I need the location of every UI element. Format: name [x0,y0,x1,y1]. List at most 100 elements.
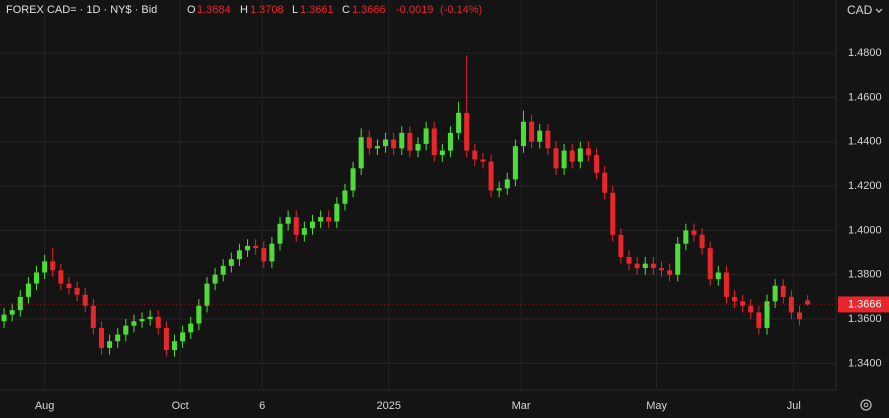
x-tick-label: Mar [512,400,531,412]
candle-body [261,248,267,262]
candle-body [269,243,275,262]
currency-label[interactable]: CAD [847,3,873,17]
candle-body [667,270,673,275]
candle-body [683,230,689,244]
currency-selector[interactable]: CAD [847,3,883,17]
candle-body [447,132,453,151]
candle-body [456,112,462,133]
candle-body [569,150,575,162]
last-price-tag [838,296,889,313]
candle-body [188,323,194,333]
settings-button[interactable] [860,399,872,411]
candle-body [431,128,437,156]
candle-body [715,272,721,280]
candle-body [577,148,583,162]
settings-icon-center[interactable] [863,402,869,408]
candle-body [131,321,137,326]
candle-body [155,316,161,328]
y-tick-label: 1.4800 [848,47,882,59]
candle-body [358,137,364,169]
ohlc-label: O [187,4,196,16]
open-value: 1.3684 [197,4,231,16]
candle-body [318,217,324,222]
candle-body [285,217,291,224]
candle-body [464,112,470,151]
candle-body [391,139,397,149]
candle-body [25,283,31,297]
candle-body [374,146,380,149]
candle-body [480,159,486,162]
candle-body [529,121,535,142]
candle-body [634,263,640,269]
settings-icon[interactable] [860,399,872,411]
candle-body [253,245,259,249]
candle-body [788,296,794,313]
candle-body [699,234,705,249]
high-value: 1.3708 [250,4,284,16]
candle-body [74,288,80,295]
candle-body [309,221,316,229]
candle-body [642,263,648,269]
y-tick-label: 1.4200 [848,180,882,192]
candle-body [90,305,96,328]
candle-body [196,305,202,324]
candle-body [163,327,169,351]
candle-body [707,248,713,280]
candle-body [675,243,681,275]
candle-body [407,132,413,151]
chart-title: FOREX CAD= · 1D · NY$ · Bid [6,4,157,16]
candle-body [740,301,746,306]
change-value: -0.0019 [396,4,433,16]
candle-body [423,128,429,144]
candle-body [220,265,226,275]
candle-body [520,121,527,147]
close-value: 1.3666 [352,4,386,16]
candle-body [504,179,510,189]
candle-body [691,230,697,235]
candle-body [561,150,567,169]
candle-body [545,130,551,149]
candle-body [658,268,665,271]
candle-body [180,332,186,342]
candle-body [594,155,600,173]
x-tick-label: May [646,400,667,412]
candle-body [212,274,218,284]
y-tick-label: 1.4000 [848,224,882,236]
y-tick-label: 1.4400 [848,136,882,148]
low-value: 1.3661 [300,4,334,16]
ohlc-label: C [342,4,350,16]
candles [1,55,811,357]
candle-body [772,285,778,302]
candle-body [780,285,786,297]
header: FOREX CAD= · 1D · NY$ · Bid O 1.3684 H 1… [6,4,482,16]
candle-body [1,314,7,322]
candle-body [50,261,56,271]
ohlc-label: H [240,4,248,16]
ohlc-label: L [292,4,298,16]
chevron-icon[interactable] [875,8,883,13]
y-tick-label: 1.3600 [848,313,882,325]
candle-body [236,250,242,260]
candle-body [123,325,129,335]
x-tick-label: 2025 [377,400,401,412]
y-tick-label: 1.3400 [848,357,882,369]
y-tick-label: 1.4600 [848,91,882,103]
last-price-label: 1.3666 [848,298,882,310]
candle-body [805,300,811,305]
candle-body [399,132,405,149]
candle-body [66,283,72,289]
candle-body [764,301,770,328]
candle-body [204,283,210,306]
candle-body [82,294,88,306]
x-tick-label: Oct [172,400,189,412]
candle-body [650,263,656,269]
candle-body [472,150,478,160]
candle-body [301,228,307,235]
candle-body [58,270,64,284]
x-tick-label: 6 [259,400,265,412]
y-tick-label: 1.3800 [848,269,882,281]
candle-body [537,130,543,142]
candle-body [42,261,48,273]
